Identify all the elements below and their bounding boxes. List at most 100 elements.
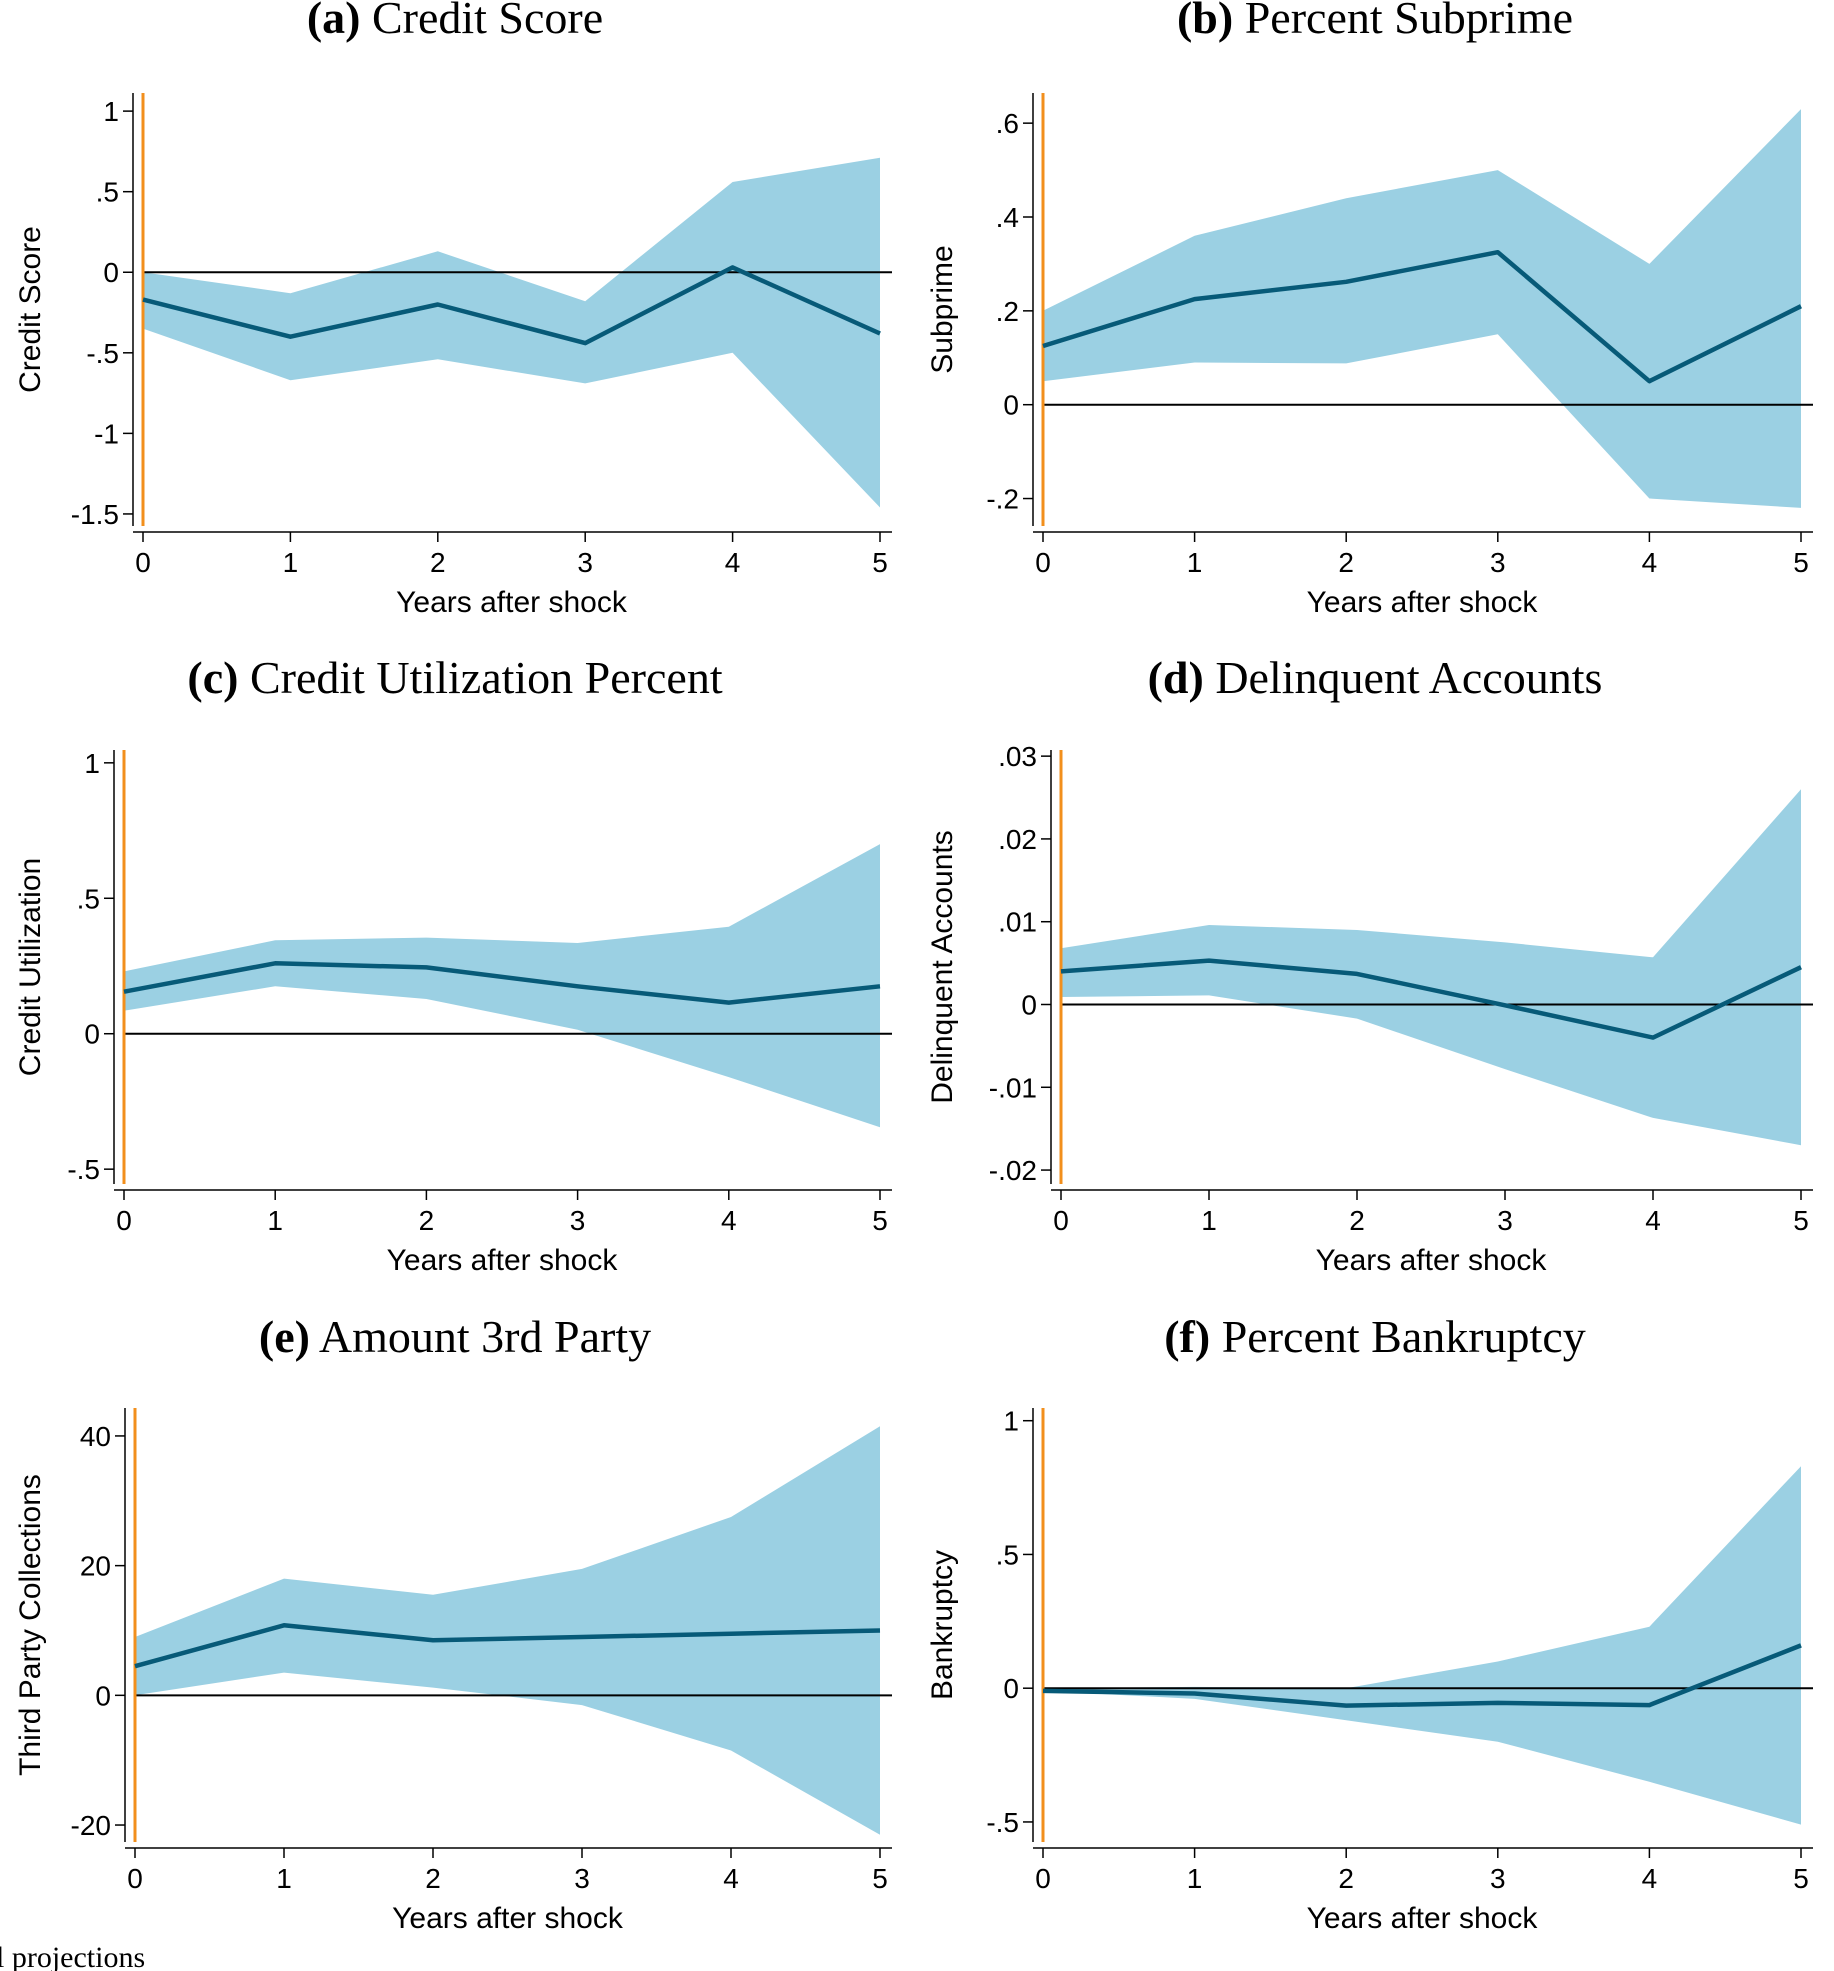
y-tick-label: 1 <box>84 748 100 779</box>
y-axis-label: Credit Score <box>14 226 47 393</box>
x-tick-label: 2 <box>1349 1205 1365 1236</box>
x-tick-label: 3 <box>1497 1205 1513 1236</box>
x-tick-label: 0 <box>1035 547 1051 578</box>
panels: (a) Credit Score 1 .5 0 -.5 -1 -1.5 0 1 2 3 4 5 Years… <box>14 0 1813 1935</box>
point-estimate-line <box>1042 1643 1802 1708</box>
point-estimate-line <box>1060 958 1802 1040</box>
x-tick-label: 1 <box>283 547 299 578</box>
y-tick-label: .5 <box>996 1539 1019 1570</box>
x-tick-label: 4 <box>725 547 741 578</box>
x-tick-label: 4 <box>1645 1205 1661 1236</box>
y-tick-label: .5 <box>96 177 119 208</box>
y-tick-label: .2 <box>996 296 1019 327</box>
confidence-band <box>1043 1466 1801 1825</box>
x-tick-label: 5 <box>872 1863 888 1894</box>
confidence-band <box>1043 109 1801 508</box>
y-tick-label: .4 <box>996 202 1019 233</box>
panel-title: (b) Percent Subprime <box>1177 0 1573 43</box>
x-tick-label: 2 <box>419 1205 435 1236</box>
panel-title-text: Percent Bankruptcy <box>1210 1311 1586 1362</box>
y-tick-label: -.01 <box>989 1072 1037 1103</box>
panel-tag: (d) <box>1148 652 1204 703</box>
point-estimate-line <box>142 265 881 346</box>
point-estimate-line <box>1042 249 1802 384</box>
x-tick-label: 5 <box>872 1205 888 1236</box>
panel-title: (c) Credit Utilization Percent <box>187 652 722 703</box>
y-axis-label: Bankruptcy <box>926 1550 959 1700</box>
y-axis-label: Third Party Collections <box>14 1474 47 1776</box>
x-tick-label: 1 <box>276 1863 292 1894</box>
x-tick-label: 3 <box>577 547 593 578</box>
x-tick-label: 5 <box>1793 547 1809 578</box>
y-axis-label: Subprime <box>926 245 959 373</box>
x-tick-label: 2 <box>430 547 446 578</box>
confidence-band <box>143 157 880 508</box>
x-tick-label: 0 <box>1053 1205 1069 1236</box>
y-tick-label: .02 <box>998 824 1037 855</box>
x-tick-label: 0 <box>116 1205 132 1236</box>
x-tick-label: 0 <box>127 1863 143 1894</box>
x-tick-label: 3 <box>1490 547 1506 578</box>
x-tick-label: 0 <box>1035 1863 1051 1894</box>
y-tick-label: -.5 <box>67 1154 100 1185</box>
chart-panel-f: (f) Percent Bankruptcy 1 .5 0 -.5 0 1 2 3 4 5 Years… <box>926 1311 1813 1935</box>
x-tick-label: 5 <box>872 547 888 578</box>
x-tick-label: 1 <box>1187 1863 1203 1894</box>
y-tick-label: .01 <box>998 907 1037 938</box>
y-tick-label: -.02 <box>989 1155 1037 1186</box>
y-tick-label: -.5 <box>986 1807 1019 1838</box>
confidence-band <box>124 844 880 1128</box>
panel-title-text: Credit Utilization Percent <box>238 652 722 703</box>
x-tick-label: 3 <box>570 1205 586 1236</box>
y-tick-label: 1 <box>1003 1406 1019 1437</box>
y-tick-label: 0 <box>1003 390 1019 421</box>
confidence-band <box>135 1426 880 1835</box>
y-tick-label: 0 <box>103 257 119 288</box>
chart-panel-d: (d) Delinquent Accounts .03 .02 .01 0 -.01 -.0… <box>926 652 1813 1277</box>
y-tick-label: 0 <box>1021 989 1037 1020</box>
panel-title: (a) Credit Score <box>307 0 603 43</box>
point-estimate-line <box>123 961 881 1005</box>
chart-panel-a: (a) Credit Score 1 .5 0 -.5 -1 -1.5 0 1 2 3 4 5 Years… <box>14 0 892 619</box>
x-tick-label: 1 <box>1187 547 1203 578</box>
x-axis-label: Years after shock <box>392 1902 624 1935</box>
x-tick-label: 5 <box>1793 1205 1809 1236</box>
panel-tag: (f) <box>1164 1311 1210 1362</box>
y-tick-label: -20 <box>71 1810 111 1841</box>
panel-title: (e) Amount 3rd Party <box>259 1311 651 1362</box>
x-tick-label: 2 <box>425 1863 441 1894</box>
panel-title: (d) Delinquent Accounts <box>1148 652 1603 703</box>
x-tick-label: 4 <box>1642 547 1658 578</box>
chart-panel-c: (c) Credit Utilization Percent 1 .5 0 -.5 0 1 2… <box>14 652 892 1277</box>
x-tick-label: 1 <box>267 1205 283 1236</box>
y-tick-label: .03 <box>998 741 1037 772</box>
chart-panel-b: (b) Percent Subprime .6 .4 .2 0 -.2 0 1 2 3 4 5 Year… <box>926 0 1813 619</box>
x-axis-label: Years after shock <box>1307 586 1539 619</box>
panel-title-text: Credit Score <box>360 0 603 43</box>
x-tick-label: 1 <box>1201 1205 1217 1236</box>
y-axis-label: Credit Utilization <box>14 858 47 1076</box>
panel-tag: (a) <box>307 0 361 43</box>
panel-title-text: Percent Subprime <box>1233 0 1573 43</box>
panel-title-text: Amount 3rd Party <box>310 1311 651 1362</box>
y-tick-label: 20 <box>80 1551 111 1582</box>
y-tick-label: 0 <box>84 1019 100 1050</box>
y-tick-label: .5 <box>77 883 100 914</box>
y-tick-label: -.5 <box>86 338 119 369</box>
y-axis-label: Delinquent Accounts <box>926 830 959 1104</box>
x-tick-label: 0 <box>135 547 151 578</box>
x-axis-label: Years after shock <box>1316 1244 1548 1277</box>
x-tick-label: 2 <box>1338 547 1354 578</box>
x-tick-label: 4 <box>721 1205 737 1236</box>
panel-tag: (c) <box>187 652 238 703</box>
x-tick-label: 3 <box>1490 1863 1506 1894</box>
y-tick-label: -1 <box>94 418 119 449</box>
panel-title-text: Delinquent Accounts <box>1204 652 1603 703</box>
y-tick-label: 0 <box>95 1680 111 1711</box>
point-estimate-line <box>134 1623 881 1669</box>
y-tick-label: 40 <box>80 1421 111 1452</box>
y-tick-label: -1.5 <box>71 499 119 530</box>
y-tick-label: -.2 <box>986 484 1019 515</box>
footnote: l projections <box>0 1941 145 1971</box>
